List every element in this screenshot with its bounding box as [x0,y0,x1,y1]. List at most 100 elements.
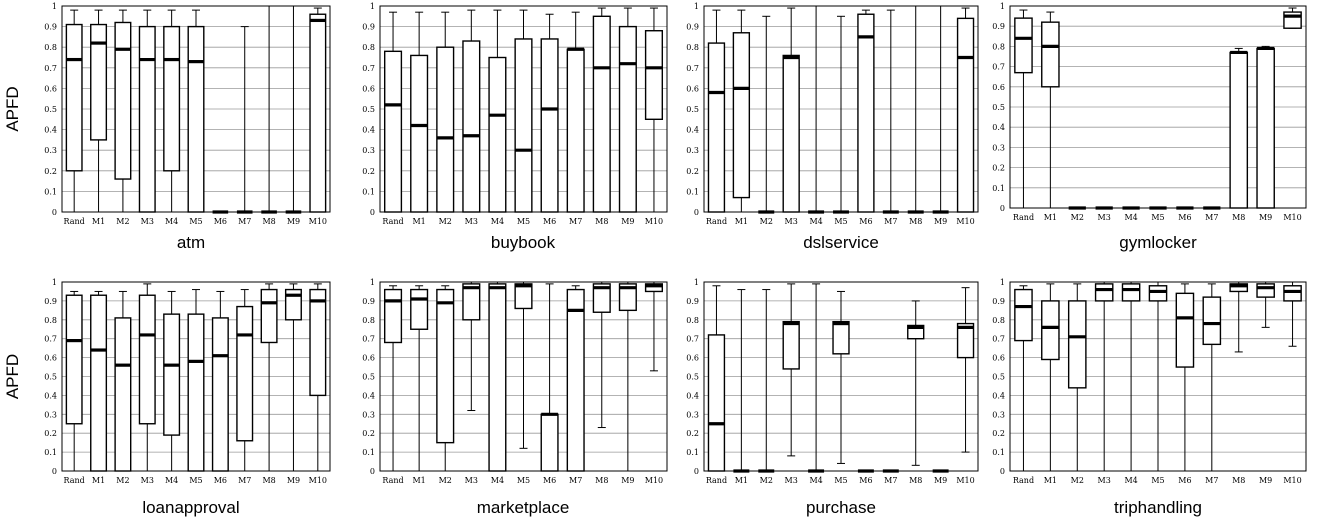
box-Rand [383,11,403,213]
y-tick-label: 0.7 [44,64,57,73]
x-tick-label: Rand [64,476,85,485]
x-tick-label: M8 [909,476,922,485]
box-iqr [163,25,181,172]
box-M4 [808,5,825,214]
box-iqr [163,313,181,436]
y-tick-label: 0 [52,208,57,217]
y-tick-label: 0.8 [992,42,1005,51]
x-tick-label: M7 [884,217,897,226]
box-iqr [462,40,481,213]
box-M9 [618,281,637,472]
box-iqr [956,322,975,359]
box-M8 [907,5,924,214]
y-tick-label: 0.1 [362,448,375,457]
plot-frame [703,281,979,472]
box-M1 [733,289,750,473]
box-M9 [284,283,302,472]
x-tick-label: M9 [934,217,947,226]
box-iqr [462,283,481,321]
box-M9 [618,7,637,213]
y-tick-label: 0.4 [992,391,1005,400]
box-M10 [644,7,664,213]
box-M9 [285,5,302,214]
x-tick-label: M10 [1283,213,1301,222]
chart-title: loanapproval [142,498,239,517]
x-tick-label: M1 [92,217,105,226]
y-tick-label: 0 [370,208,375,217]
box-iqr [383,288,403,344]
x-tick-label: Rand [1013,476,1034,485]
box-iqr [514,283,533,310]
box-M6 [540,283,559,472]
x-tick-label: M1 [735,217,748,226]
x-tick-label: M2 [439,217,452,226]
x-tick-label: M5 [517,217,530,226]
box-M8 [260,283,278,472]
x-tick-label: M2 [1071,213,1084,222]
box-M8 [1229,281,1249,353]
box-iqr [436,46,455,213]
box-Rand [707,285,726,472]
panel-buybook: 0 0.1 0.2 0.3 0.4 0.5 0.6 0.7 0.8 0.9 1 Rand M1 M2 M3 M… [362,2,668,252]
y-tick-label: 0.5 [362,105,375,114]
y-tick-label: 0.6 [362,354,375,363]
chart-title: dslservice [803,233,879,252]
y-tick-label: 0.4 [686,126,699,135]
box-M10 [956,287,975,453]
x-tick-label: M1 [412,217,425,226]
box-iqr [90,23,108,141]
y-tick-label: 0 [694,467,699,476]
y-tick-label: 0.6 [686,354,699,363]
x-tick-label: M2 [760,217,773,226]
box-M1 [410,11,429,213]
y-tick-label: 0.6 [686,84,699,93]
y-tick-label: 0.8 [992,316,1005,325]
box-iqr [90,294,108,472]
box-M5 [833,15,849,214]
chart-title: atm [177,233,205,252]
x-tick-label: M7 [569,217,582,226]
box-iqr [114,317,132,472]
panel-triphandling: 0 0.1 0.2 0.3 0.4 0.5 0.6 0.7 0.8 0.9 1 Rand M1 M2 M3 M… [992,278,1307,517]
x-tick-label: M3 [785,476,798,485]
chart-title: buybook [491,233,556,252]
box-M3 [782,283,800,457]
box-iqr [1121,283,1141,302]
y-tick-label: 0.1 [992,184,1005,193]
y-tick-label: 0.5 [992,103,1005,112]
box-iqr [410,54,429,213]
x-tick-label: M9 [621,476,634,485]
box-iqr [782,320,800,370]
box-M2 [114,290,132,472]
y-tick-label: 0.2 [362,167,375,176]
y-tick-label: 0.9 [44,297,57,306]
y-tick-label: 0.4 [992,123,1005,132]
x-tick-label: M10 [645,476,663,485]
x-tick-label: M8 [595,217,608,226]
x-tick-label: M6 [543,217,556,226]
box-M8 [261,5,277,214]
box-M5 [514,9,533,213]
box-iqr [1041,21,1060,88]
box-Rand [707,9,726,213]
y-tick-label: 0.1 [992,448,1005,457]
x-tick-label: M9 [287,476,300,485]
box-iqr [1229,51,1249,209]
x-tick-label: M1 [1044,213,1057,222]
box-M10 [309,7,327,213]
box-M8 [907,300,925,466]
box-M10 [1283,7,1302,29]
box-M7 [1202,283,1222,472]
box-M1 [1041,11,1060,209]
y-tick-label: 0.3 [362,410,375,419]
x-tick-label: M7 [1205,213,1218,222]
panel-purchase: 0 0.1 0.2 0.3 0.4 0.5 0.6 0.7 0.8 0.9 1 Rand M1 M2 M3 M… [686,278,979,517]
x-tick-label: M8 [1232,476,1245,485]
y-tick-label: 0.7 [362,64,375,73]
chart-title: marketplace [477,498,570,517]
x-tick-label: M3 [785,217,798,226]
y-tick-label: 0.5 [992,373,1005,382]
y-tick-label: 1 [694,2,699,11]
box-M3 [462,9,481,213]
